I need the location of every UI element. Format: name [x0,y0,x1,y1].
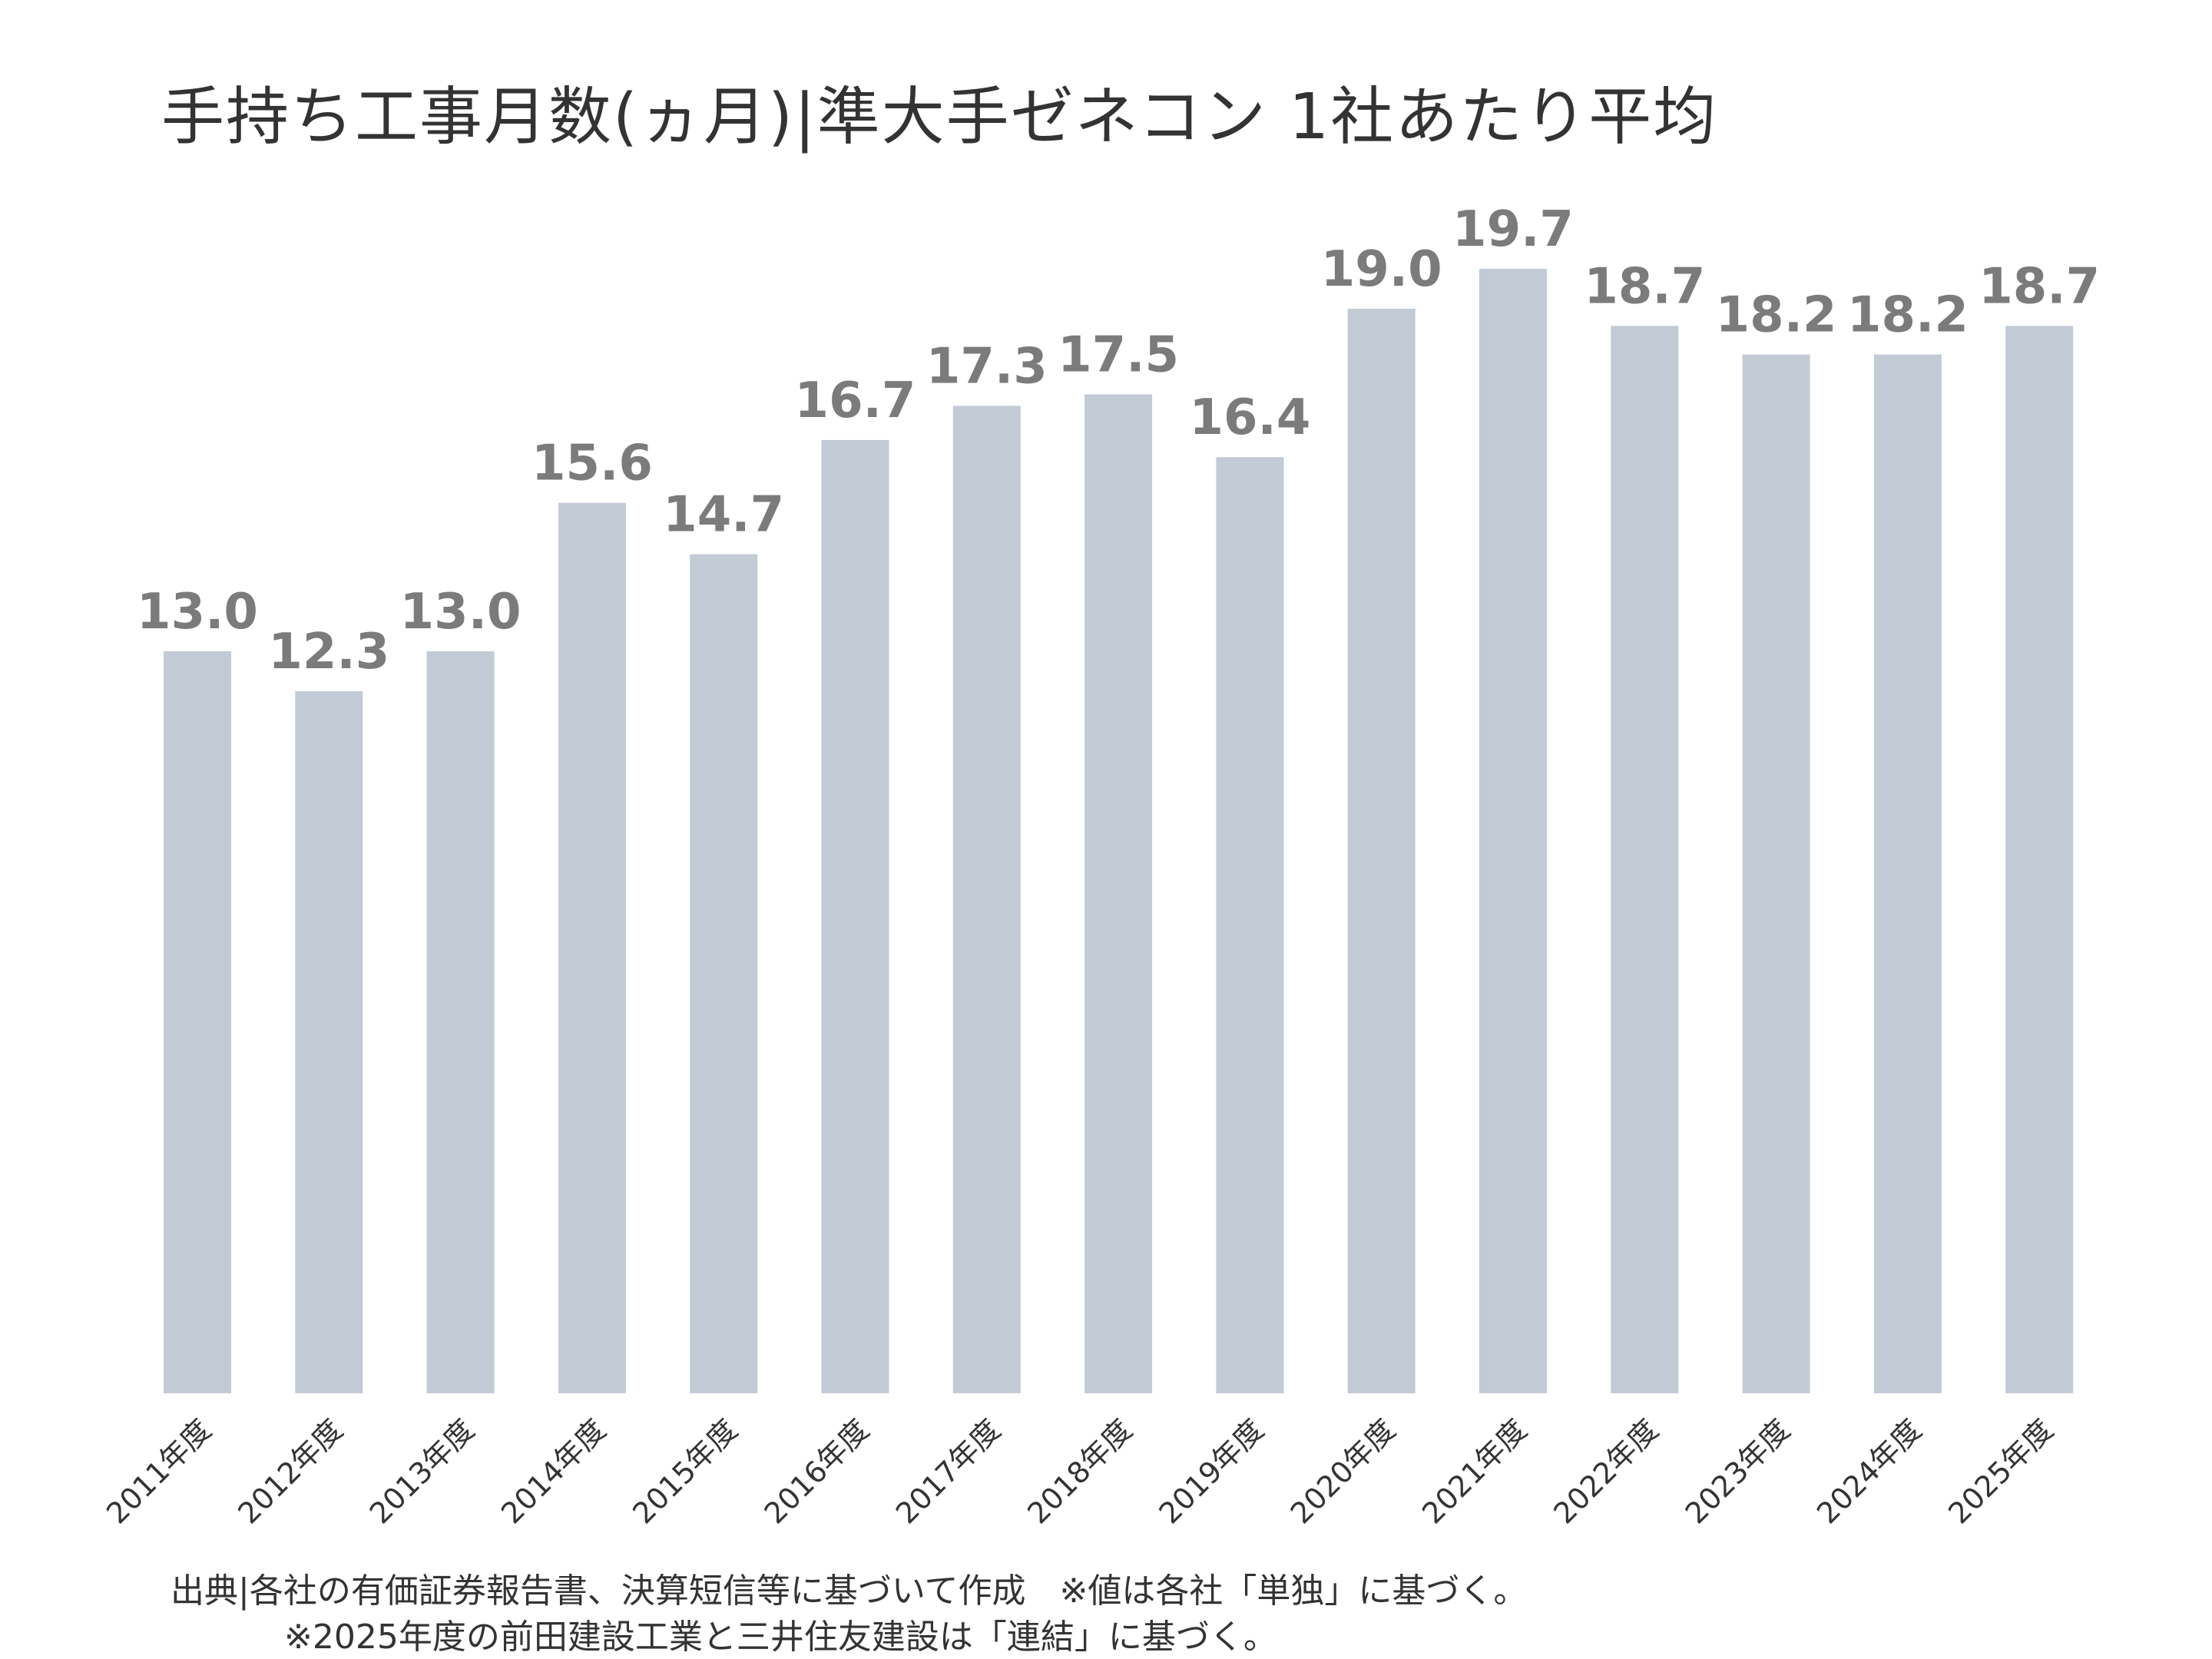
category-label: 2017年度 [889,1412,1007,1530]
category-label: 2023年度 [1679,1412,1796,1530]
value-label: 18.2 [1847,287,1969,344]
value-label: 18.7 [1979,258,2100,315]
category-label: 2020年度 [1284,1412,1402,1530]
bar-2014年度 [558,502,626,1394]
category-label: 2012年度 [231,1412,349,1530]
bar-2020年度 [1347,309,1416,1393]
value-labels-group: 13.012.313.0 15.614.7 16.717.3 17.516.4 19.0… [137,201,2100,680]
bars-group [164,269,2074,1394]
value-label: 18.2 [1716,287,1837,344]
value-label: 16.7 [795,373,916,429]
value-label: 18.7 [1584,258,1705,315]
category-labels-group: 2011年度 2012年度 2013年度 2014年度 2015年度 2016年度 2017… [100,1412,2059,1530]
category-label: 2015年度 [626,1412,743,1530]
value-label: 19.7 [1452,201,1574,258]
category-label: 2019年度 [1153,1412,1270,1530]
value-label: 14.7 [663,487,784,544]
bar-2017年度 [952,406,1021,1393]
bar-2012年度 [295,690,363,1393]
category-label: 2022年度 [1547,1412,1664,1530]
category-label: 2013年度 [363,1412,481,1530]
value-label: 17.3 [926,338,1048,395]
bar-2013年度 [426,651,495,1393]
value-label: 19.0 [1321,241,1442,298]
value-label: 15.6 [531,435,653,492]
category-label: 2021年度 [1416,1412,1533,1530]
category-label: 2024年度 [1810,1412,1928,1530]
value-label: 16.4 [1189,389,1310,446]
category-label: 2016年度 [758,1412,876,1530]
bar-2019年度 [1216,457,1284,1394]
category-label: 2014年度 [495,1412,612,1530]
bar-2011年度 [164,651,231,1393]
source-footnote: 出典|各社の有価証券報告書、決算短信等に基づいて作成 ※値は各社「単独」に基づく… [171,1571,1528,1611]
value-label: 13.0 [137,584,258,641]
value-label: 13.0 [400,584,522,641]
bar-2025年度 [2005,326,2074,1393]
category-label: 2018年度 [1021,1412,1138,1530]
category-label: 2011年度 [100,1412,217,1530]
bar-2022年度 [1611,326,1679,1393]
consolidated-footnote: ※2025年度の前田建設工業と三井住友建設は「連結」に基づく。 [284,1618,1277,1657]
bar-2023年度 [1742,354,1810,1393]
bar-2015年度 [690,554,758,1393]
bar-2016年度 [821,439,889,1393]
bar-2024年度 [1873,354,1942,1393]
bar-2021年度 [1479,269,1547,1393]
value-label: 12.3 [268,624,389,680]
chart-title: 手持ち工事月数(ヵ月)|準大手ゼネコン 1社あたり平均 [161,81,1718,154]
bar-2018年度 [1084,394,1153,1393]
value-label: 17.5 [1058,327,1179,384]
category-label: 2025年度 [1942,1412,2059,1530]
